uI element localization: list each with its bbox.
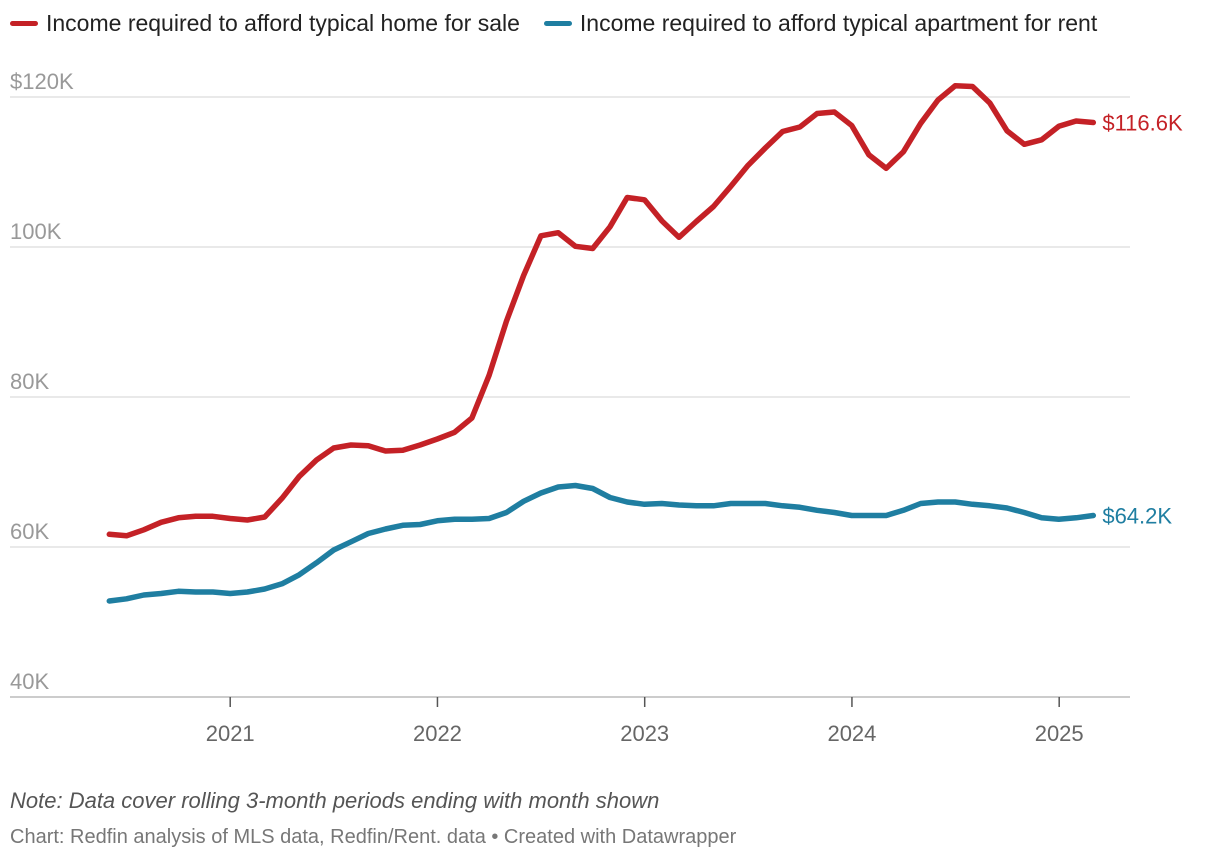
y-tick-label-80000: 80K [10,369,49,394]
x-tick-label-2024: 2024 [827,721,876,746]
series-line-0 [106,83,1097,539]
legend-item-home: Income required to afford typical home f… [10,10,520,37]
chart-source: Chart: Redfin analysis of MLS data, Redf… [10,826,737,848]
legend-item-apartment: Income required to afford typical apartm… [543,10,1098,37]
series-line-1 [106,482,1097,604]
chart-note: Note: Data cover rolling 3-month periods… [10,788,660,813]
legend-label-home: Income required to afford typical home f… [46,10,520,36]
x-tick-label-2022: 2022 [413,721,462,746]
legend: Income required to afford typical home f… [10,10,1097,37]
x-tick-label-2023: 2023 [620,721,669,746]
y-tick-label-40000: 40K [10,669,49,694]
legend-label-apartment: Income required to afford typical apartm… [579,10,1098,36]
y-tick-label-60000: 60K [10,519,49,544]
series-end-label-1: $64.2K [1102,504,1172,529]
series-end-label-0: $116.6K [1102,111,1183,136]
x-tick-label-2025: 2025 [1035,721,1084,746]
line-chart: $120K 100K 80K 60K 40K 2021 2022 2023 2024 2025 $1… [10,69,1183,746]
x-tick-label-2021: 2021 [206,721,255,746]
y-tick-label-100000: 100K [10,219,62,244]
legend-swatch-home [10,21,38,26]
y-tick-label-120000: $120K [10,69,74,94]
legend-swatch-apartment [543,21,572,26]
